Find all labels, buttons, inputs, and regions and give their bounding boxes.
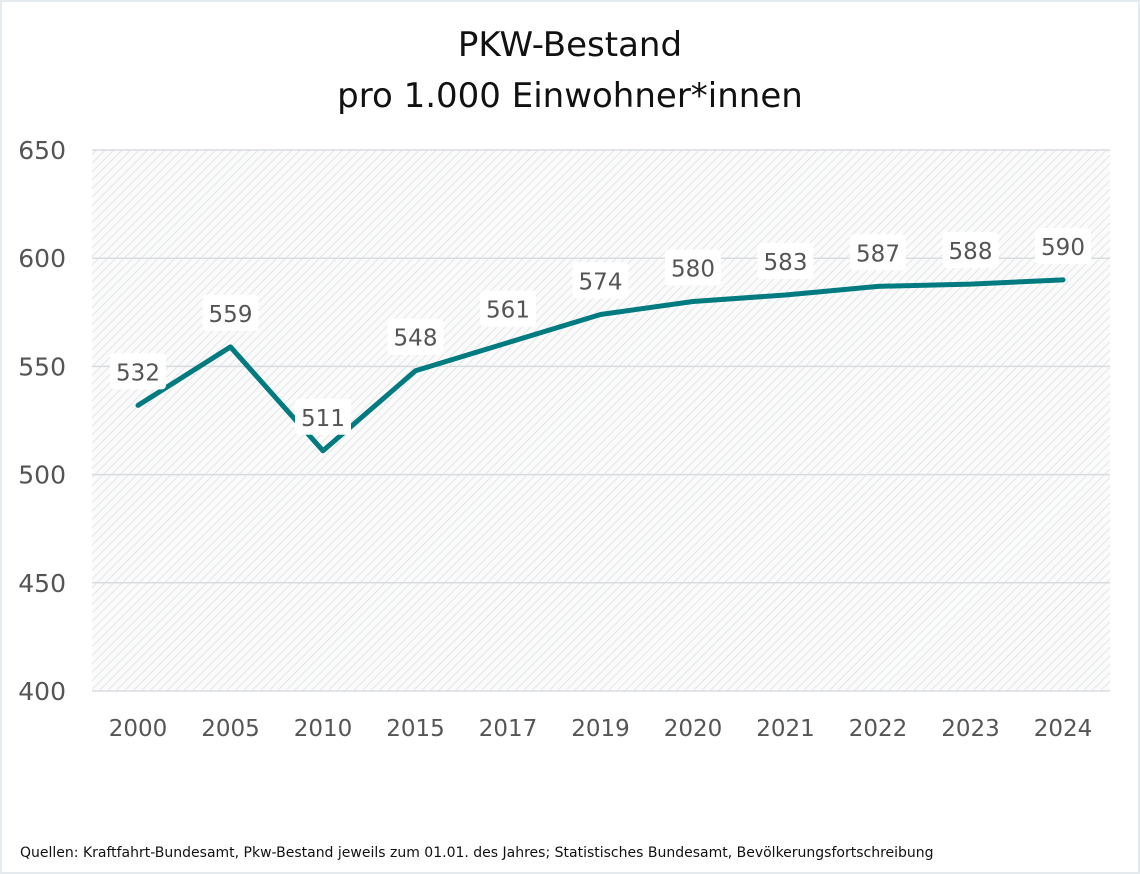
x-tick-label: 2024: [1034, 716, 1093, 742]
data-label: 548: [394, 326, 438, 352]
data-label: 583: [764, 250, 808, 276]
x-tick-label: 2021: [756, 716, 815, 742]
data-label: 580: [671, 256, 715, 282]
x-tick-label: 2010: [294, 716, 353, 742]
data-label-box: [480, 290, 536, 327]
data-label-box: [757, 242, 814, 279]
data-label-box: [665, 249, 721, 286]
series-line: [135, 277, 1066, 454]
x-tick-label: 2005: [201, 716, 260, 742]
data-label: 561: [486, 298, 530, 324]
chart-subtitle: pro 1.000 Einwohner*innen: [337, 76, 803, 116]
data-label: 511: [301, 406, 345, 432]
x-tick-label: 2000: [109, 716, 168, 742]
x-tick-label: 2022: [849, 716, 908, 742]
data-label-box: [942, 232, 999, 269]
y-tick-label: 450: [18, 569, 66, 598]
x-tick-label: 2019: [571, 716, 630, 742]
data-label-box: [850, 234, 906, 271]
data-label-box: [572, 262, 629, 299]
data-label-box: [1035, 227, 1091, 264]
y-tick-label: 550: [18, 352, 66, 381]
x-tick-label: 2017: [479, 716, 538, 742]
x-tick-label: 2023: [941, 716, 1000, 742]
data-label: 590: [1041, 235, 1085, 261]
data-label-box: [110, 353, 166, 390]
data-label: 574: [579, 269, 623, 295]
x-tick-label: 2020: [664, 716, 723, 742]
y-tick-label: 600: [18, 244, 66, 273]
data-label: 559: [209, 302, 253, 328]
y-tick-label: 650: [18, 136, 66, 165]
y-tick-label: 500: [18, 461, 66, 490]
y-tick-label: 400: [18, 677, 66, 706]
plot-area: [92, 150, 1110, 691]
data-label-box: [202, 294, 259, 331]
data-label: 532: [116, 360, 160, 386]
source-note: Quellen: Kraftfahrt-Bundesamt, Pkw-Besta…: [20, 845, 934, 861]
data-label: 588: [949, 239, 993, 265]
data-label-box: [387, 318, 444, 355]
chart-title: PKW-Bestand: [457, 25, 683, 65]
x-tick-label: 2015: [386, 716, 445, 742]
data-label-box: [295, 398, 351, 435]
data-label: 587: [856, 241, 900, 267]
